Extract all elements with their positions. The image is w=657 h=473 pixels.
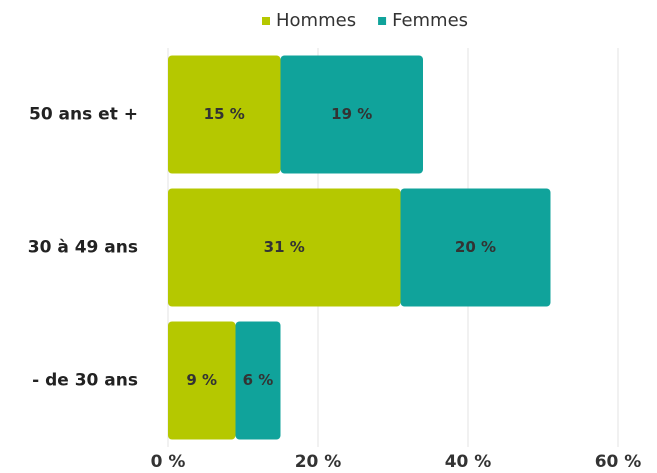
y-tick-label: 50 ans et + (29, 105, 138, 125)
x-tick-label: 20 % (295, 452, 342, 472)
value-label: 15 % (204, 105, 245, 123)
value-label: 9 % (186, 371, 217, 389)
value-label: 20 % (455, 238, 496, 256)
x-tick-label: 40 % (445, 452, 492, 472)
y-tick-label: 30 à 49 ans (28, 238, 138, 258)
x-tick-label: 60 % (595, 452, 642, 472)
bar-segment (235, 321, 281, 440)
bar-segment (168, 55, 281, 174)
value-label: 31 % (264, 238, 305, 256)
bar-segment (168, 321, 236, 440)
legend-label: Hommes (276, 10, 356, 31)
legend-label: Femmes (392, 10, 468, 31)
y-tick-label: - de 30 ans (32, 371, 138, 391)
bar-segment (280, 55, 423, 174)
x-tick-label: 0 % (151, 452, 186, 472)
legend-swatch (262, 17, 270, 25)
bar-segment (400, 188, 551, 307)
value-label: 19 % (331, 105, 372, 123)
legend-swatch (378, 17, 387, 25)
bar-segment (168, 188, 401, 307)
value-label: 6 % (243, 371, 274, 389)
